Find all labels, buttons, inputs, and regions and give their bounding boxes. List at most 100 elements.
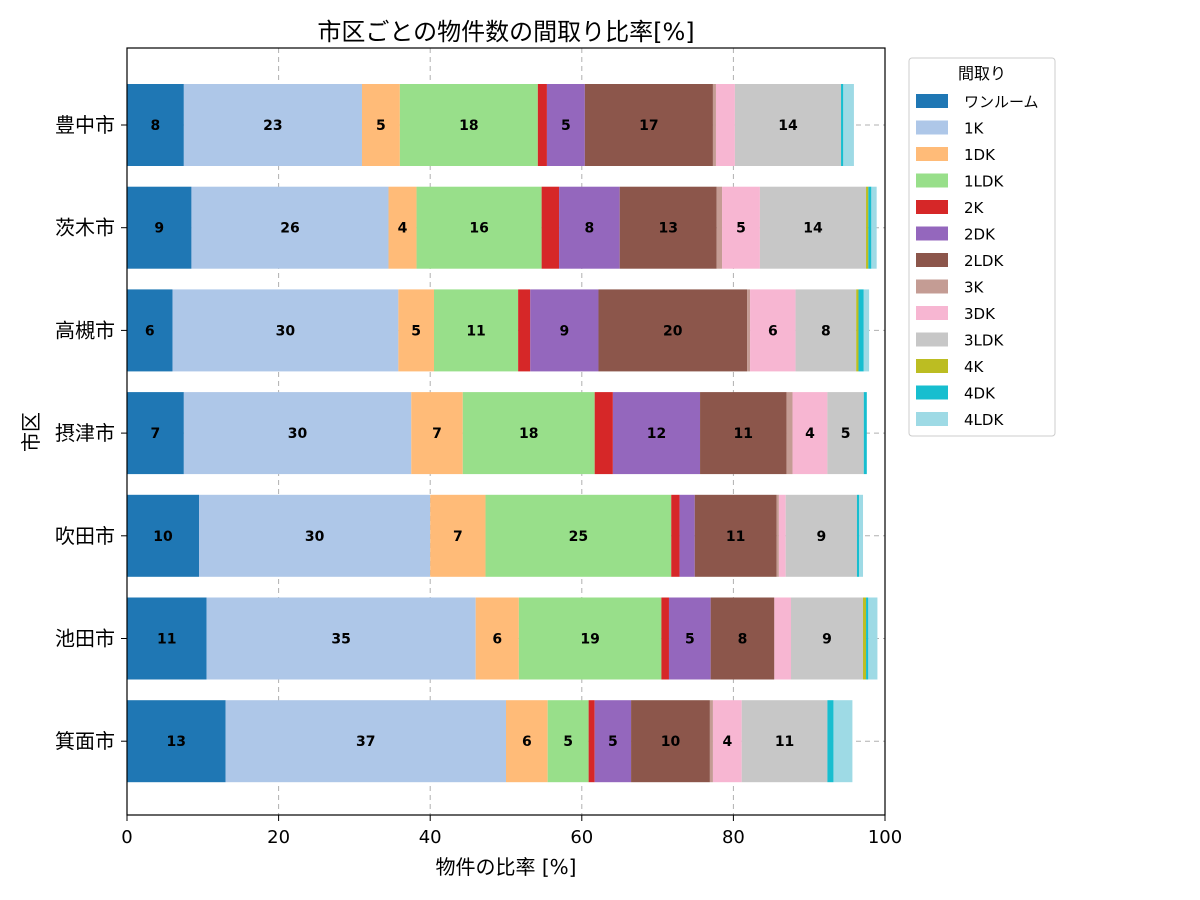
- legend-swatch: [916, 279, 948, 294]
- category-label: 箕面市: [55, 729, 115, 753]
- bar-segment: [750, 289, 796, 372]
- legend-label: 1K: [964, 120, 985, 138]
- bar-segment: [475, 597, 519, 680]
- bar-segment: [795, 289, 857, 372]
- bar-segment: [127, 700, 226, 783]
- data-label: 11: [157, 632, 176, 648]
- bar-segment: [694, 494, 777, 577]
- data-label: 13: [658, 221, 677, 237]
- data-label: 10: [153, 529, 173, 545]
- data-label: 30: [276, 323, 296, 339]
- data-label: 8: [151, 118, 161, 134]
- bar-segment: [841, 84, 844, 166]
- bar-segment: [856, 289, 859, 372]
- data-label: 5: [841, 426, 851, 442]
- legend-swatch: [916, 253, 948, 267]
- bar-segment: [127, 392, 184, 475]
- data-label: 5: [608, 734, 618, 750]
- data-label: 10: [661, 734, 681, 750]
- bar-segment: [411, 392, 463, 475]
- bar-segment: [225, 700, 507, 783]
- bar-segment: [827, 700, 834, 783]
- legend-label: 2K: [964, 199, 985, 217]
- data-label: 7: [453, 529, 463, 545]
- data-label: 11: [726, 529, 745, 545]
- bar-segment: [127, 289, 173, 372]
- bar-segment: [594, 700, 632, 783]
- bar-segment: [859, 494, 864, 577]
- bar-segment: [388, 186, 417, 269]
- bar-segment: [778, 494, 786, 577]
- bar-segment: [668, 597, 711, 680]
- bar-segment: [661, 597, 669, 680]
- bar-segment: [127, 597, 207, 680]
- bar-segment: [559, 186, 620, 269]
- bar-segment: [594, 392, 613, 475]
- bar-segment: [774, 597, 792, 680]
- bar-segment: [868, 186, 872, 269]
- bar-segment: [506, 700, 548, 783]
- data-label: 30: [288, 426, 308, 442]
- bar-segment: [792, 392, 828, 475]
- data-label: 23: [263, 118, 282, 134]
- data-label: 30: [305, 529, 325, 545]
- category-label: 茨木市: [55, 216, 115, 240]
- bar-segment: [584, 84, 713, 166]
- data-label: 18: [519, 426, 538, 442]
- x-tick-label: 20: [267, 827, 290, 848]
- data-label: 9: [816, 529, 826, 545]
- data-label: 6: [492, 632, 502, 648]
- data-label: 8: [821, 323, 831, 339]
- data-label: 14: [803, 221, 823, 237]
- data-label: 5: [561, 118, 571, 134]
- y-axis-label: 市区: [19, 412, 43, 452]
- legend-items: ワンルーム 1K 1DK 1LDK 2K 2DK 2LDK 3K 3DK 3LDK 4K 4DK 4LD…: [916, 93, 1039, 429]
- bar-segment: [856, 494, 860, 577]
- data-label: 9: [559, 323, 569, 339]
- legend-swatch: [916, 147, 948, 161]
- data-label: 35: [331, 632, 350, 648]
- x-tick-label: 0: [121, 827, 132, 848]
- bar-segment: [612, 392, 701, 475]
- bar-segment: [712, 84, 716, 166]
- bar-segment: [433, 289, 519, 372]
- data-label: 5: [563, 734, 573, 750]
- bar-segment: [399, 84, 538, 166]
- bar-segment: [866, 186, 869, 269]
- bar-segment: [863, 597, 867, 680]
- data-label: 5: [411, 323, 421, 339]
- data-label: 26: [280, 221, 299, 237]
- bar-segment: [710, 597, 775, 680]
- legend-label: 4LDK: [964, 411, 1004, 429]
- bar-segment: [709, 700, 713, 783]
- data-label: 13: [167, 734, 186, 750]
- data-label: 5: [736, 221, 746, 237]
- x-ticks: 0 20 40 60 80 100: [121, 815, 902, 848]
- data-label: 8: [738, 632, 748, 648]
- bar-segment: [858, 289, 864, 372]
- category-label: 吹田市: [55, 524, 115, 548]
- data-label: 7: [151, 426, 161, 442]
- bar-segment: [715, 84, 735, 166]
- data-label: 14: [778, 118, 798, 134]
- bar-segment: [759, 186, 867, 269]
- bar-segment: [416, 186, 542, 269]
- legend-label: 3K: [964, 279, 985, 297]
- bar-segment: [598, 289, 748, 372]
- category-label: 豊中市: [55, 113, 115, 137]
- legend-label: 1DK: [964, 146, 996, 164]
- legend-title: 間取り: [958, 64, 1006, 83]
- legend-frame: [908, 57, 1056, 437]
- plot-frame: [126, 47, 886, 816]
- data-label: 12: [647, 426, 666, 442]
- bar-segment: [430, 494, 486, 577]
- data-label: 17: [639, 118, 658, 134]
- data-label: 6: [145, 323, 155, 339]
- legend-swatch: [916, 200, 948, 214]
- legend-swatch: [916, 332, 948, 347]
- bar-segment: [518, 597, 662, 680]
- legend-label: 3LDK: [964, 332, 1004, 350]
- bar-segment: [361, 84, 400, 166]
- bar-segment: [786, 392, 793, 475]
